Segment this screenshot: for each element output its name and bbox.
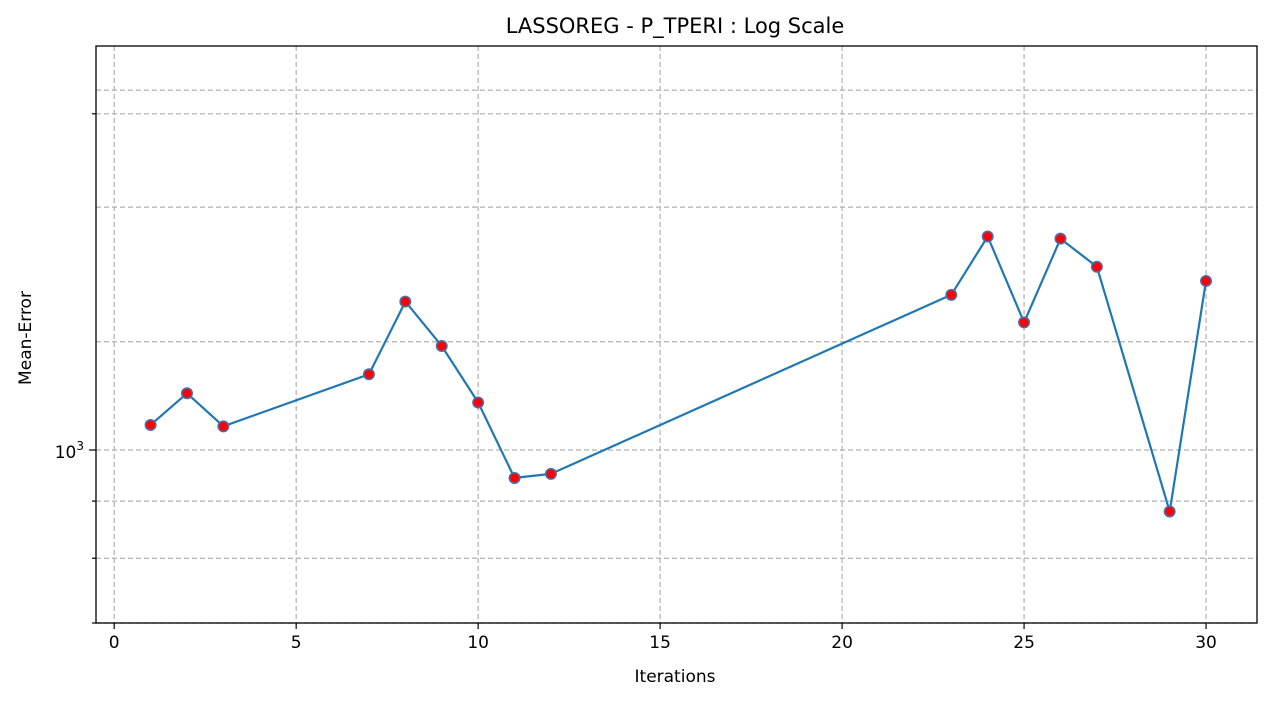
- series-layer: [144, 230, 1213, 518]
- data-point: [399, 295, 412, 308]
- data-point: [144, 418, 157, 431]
- chart-title: LASSOREG - P_TPERI : Log Scale: [506, 14, 845, 39]
- data-point: [508, 471, 521, 484]
- x-tick-label: 0: [109, 633, 120, 653]
- data-point: [1054, 232, 1067, 245]
- axis-ticks: 0 5 10 15 20 25 30 103: [55, 113, 1217, 653]
- data-point: [472, 396, 485, 409]
- x-tick-label: 5: [291, 633, 302, 653]
- data-point: [1018, 316, 1031, 329]
- plot-frame: [95, 45, 1258, 624]
- data-point: [945, 288, 958, 301]
- series-line: [149, 235, 1208, 513]
- data-point: [1200, 274, 1213, 287]
- y-tick-label: 103: [55, 439, 84, 463]
- data-point: [1090, 260, 1103, 273]
- x-axis-label: Iterations: [635, 667, 716, 687]
- data-point: [362, 368, 375, 381]
- grid-lines: [96, 46, 1257, 624]
- data-point: [217, 420, 230, 433]
- y-axis-label: Mean-Error: [16, 291, 36, 385]
- data-point: [981, 230, 994, 243]
- data-point: [544, 467, 557, 480]
- data-point: [435, 340, 448, 353]
- x-tick-label: 10: [467, 633, 489, 653]
- x-tick-label: 25: [1013, 633, 1035, 653]
- data-point: [1163, 505, 1176, 518]
- x-tick-label: 20: [831, 633, 853, 653]
- x-tick-label: 15: [649, 633, 671, 653]
- data-point: [180, 387, 193, 400]
- x-tick-label: 30: [1195, 633, 1217, 653]
